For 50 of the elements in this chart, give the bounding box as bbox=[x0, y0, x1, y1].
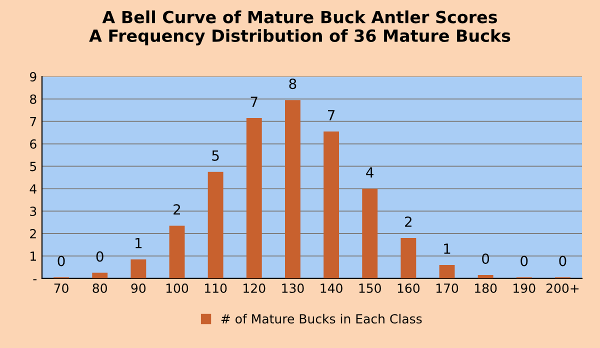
x-tick-label: 110 bbox=[205, 283, 227, 293]
chart-title: A Bell Curve of Mature Buck Antler Scores A Frequency Distribution of 36 Mature Bucks bbox=[89, 10, 510, 46]
y-tick-label: 7 bbox=[30, 117, 36, 126]
bar bbox=[324, 132, 339, 278]
x-tick-label: 200+ bbox=[546, 283, 579, 293]
bar bbox=[246, 118, 262, 278]
y-tick-label: 2 bbox=[30, 229, 36, 238]
x-tick-label: 190 bbox=[514, 283, 536, 293]
data-label: 5 bbox=[212, 150, 219, 161]
data-label: 2 bbox=[174, 204, 180, 214]
bar bbox=[208, 172, 224, 278]
data-label: 1 bbox=[136, 238, 142, 248]
data-label: 2 bbox=[405, 216, 412, 227]
y-tick-label: 4 bbox=[30, 184, 36, 194]
bar bbox=[285, 100, 300, 278]
bar bbox=[400, 238, 416, 278]
y-tick-label: 9 bbox=[30, 72, 36, 82]
legend-label: # of Mature Bucks in Each Class bbox=[221, 314, 422, 324]
y-tick-label: 6 bbox=[30, 139, 36, 149]
data-label: 1 bbox=[444, 244, 450, 254]
y-tick-label: 5 bbox=[30, 162, 36, 172]
x-tick-label: 160 bbox=[398, 283, 420, 293]
bar bbox=[169, 226, 185, 278]
x-tick-label: 100 bbox=[166, 283, 188, 293]
data-label: 4 bbox=[366, 167, 374, 178]
x-tick-label: 170 bbox=[436, 283, 458, 293]
y-tick-label: 3 bbox=[30, 206, 36, 216]
bar bbox=[439, 264, 455, 278]
x-tick-label: 130 bbox=[282, 283, 304, 293]
data-label: 7 bbox=[250, 96, 258, 107]
data-label: 0 bbox=[559, 256, 566, 266]
x-tick-label: 180 bbox=[475, 283, 497, 293]
data-label: 0 bbox=[520, 256, 528, 266]
y-tick-label: 8 bbox=[30, 94, 36, 104]
x-tick-label: 140 bbox=[320, 283, 342, 293]
bar bbox=[92, 272, 108, 278]
y-tick-label: 1 bbox=[30, 252, 36, 261]
data-label: 0 bbox=[58, 256, 65, 266]
x-tick-label: 70 bbox=[54, 283, 68, 293]
bar bbox=[362, 188, 378, 278]
y-tick-label: - bbox=[33, 279, 37, 280]
data-label: 0 bbox=[96, 251, 104, 262]
x-tick-label: 80 bbox=[92, 283, 107, 293]
data-label: 0 bbox=[482, 254, 490, 264]
data-label: 8 bbox=[289, 78, 296, 90]
bar bbox=[130, 259, 146, 278]
x-tick-label: 150 bbox=[359, 283, 381, 293]
x-tick-label: 90 bbox=[131, 283, 146, 293]
data-label: 7 bbox=[328, 110, 335, 120]
x-tick-label: 120 bbox=[244, 283, 266, 293]
